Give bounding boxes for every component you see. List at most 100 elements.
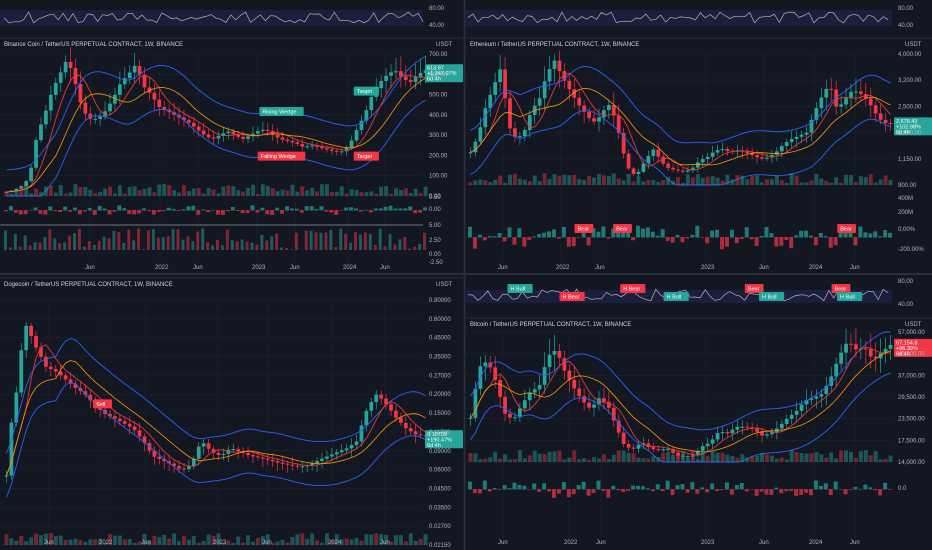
x-tick-1-0: Jun xyxy=(498,265,508,271)
price-tick-3-6: 14,000.00 xyxy=(898,460,925,466)
candle-body-1-81 xyxy=(868,98,873,106)
candle-body-1-54 xyxy=(735,150,740,152)
volume-bar-3-47 xyxy=(700,452,705,462)
candle-body-1-10 xyxy=(518,136,522,138)
volume-bar-2-76 xyxy=(379,534,384,545)
volume-bar-2-61 xyxy=(305,538,310,545)
candle-body-3-63 xyxy=(779,423,784,429)
osc-bar-3-68 xyxy=(804,489,808,493)
osc-bar-1-18 xyxy=(556,237,561,239)
osc-bar-1-80 xyxy=(863,232,868,238)
hist-bar-0-8 xyxy=(43,237,47,250)
candle-body-0-49 xyxy=(246,136,250,139)
annotation-label-0-2: Target xyxy=(357,89,373,95)
candle-body-1-35 xyxy=(641,163,646,172)
volume-bar-1-53 xyxy=(730,179,735,185)
candle-body-0-64 xyxy=(320,146,324,149)
osc-bar-0-70 xyxy=(349,207,354,211)
candle-body-1-29 xyxy=(611,105,616,116)
candle-body-0-9 xyxy=(48,94,53,111)
volume-bar-2-8 xyxy=(43,533,48,545)
volume-bar-2-3 xyxy=(19,535,24,545)
osc-bar-3-66 xyxy=(794,489,799,496)
volume-bar-1-82 xyxy=(873,182,878,185)
osc-bar-1-26 xyxy=(596,231,601,238)
volume-bar-1-58 xyxy=(755,175,760,185)
x-tick-3-1: 2022 xyxy=(564,540,578,546)
volume-bar-3-10 xyxy=(517,450,522,462)
annotation-box-3-1 xyxy=(559,292,585,301)
osc-bar-0-64 xyxy=(319,206,324,211)
candle-body-1-70 xyxy=(814,108,819,120)
candle-body-2-81 xyxy=(403,422,408,429)
hist-bar-0-7 xyxy=(38,242,42,250)
band-lower-2 xyxy=(6,382,426,498)
osc-bar-1-76 xyxy=(843,228,848,238)
candle-body-0-65 xyxy=(325,148,329,150)
volume-bar-2-11 xyxy=(58,535,63,545)
volume-bar-1-56 xyxy=(745,179,750,185)
candle-body-0-51 xyxy=(256,131,260,134)
volume-bar-3-31 xyxy=(621,450,626,462)
candle-body-3-14 xyxy=(537,384,542,390)
osc-bar-1-52 xyxy=(724,237,729,247)
candle-body-2-68 xyxy=(339,450,344,453)
osc-bar-3-77 xyxy=(848,489,853,490)
hist-bar-0-56 xyxy=(280,247,284,250)
osc-bar-1-61 xyxy=(769,233,774,238)
volume-bar-0-79 xyxy=(393,188,398,196)
candle-body-1-27 xyxy=(602,110,606,118)
hist-tick-0-0: 5.00 xyxy=(429,223,441,229)
price-tick-1-1: 3,200.00 xyxy=(898,78,922,84)
candle-body-3-41 xyxy=(671,449,675,453)
hist-bar-0-57 xyxy=(285,248,288,250)
volume-bar-2-49 xyxy=(246,535,251,545)
candle-body-1-25 xyxy=(592,118,596,122)
volume-bar-0-39 xyxy=(196,188,201,196)
volume-bar-3-69 xyxy=(809,453,814,462)
indicator-tick-0-0: 80.00 xyxy=(429,6,445,12)
osc-bar-1-77 xyxy=(848,231,853,238)
volume-bar-3-67 xyxy=(799,453,804,462)
ma-slow-3 xyxy=(470,350,891,453)
osc-bar-0-16 xyxy=(82,210,87,212)
volume-bar-2-82 xyxy=(408,533,413,545)
candle-body-2-54 xyxy=(270,459,275,462)
price-tick-0-5: 200.00 xyxy=(429,153,448,159)
osc-bar-1-69 xyxy=(808,235,813,238)
annotation-box-0-3 xyxy=(353,151,379,161)
price-tick-2-10: 0.04500 xyxy=(429,486,451,492)
osc-bar-1-48 xyxy=(705,237,710,244)
price-tick-2-0: 0.80000 xyxy=(429,298,451,304)
candle-body-3-76 xyxy=(844,343,848,353)
candle-body-0-26 xyxy=(132,65,137,73)
volume-bar-3-70 xyxy=(814,452,819,462)
candle-body-0-36 xyxy=(182,117,186,121)
volume-bar-1-61 xyxy=(769,179,774,185)
candle-body-1-31 xyxy=(621,132,626,154)
osc-bar-1-67 xyxy=(799,230,804,238)
volume-bar-3-15 xyxy=(542,454,547,462)
osc-bar-0-46 xyxy=(230,206,235,211)
hist-bar-0-46 xyxy=(230,240,234,250)
osc-bar-1-36 xyxy=(645,227,650,238)
hist-bar-0-52 xyxy=(260,235,264,250)
candle-body-2-15 xyxy=(78,387,83,392)
hist-bar-0-24 xyxy=(122,243,126,250)
osc-bar-3-3 xyxy=(482,480,487,490)
volume-bar-2-77 xyxy=(384,534,389,545)
volume-bar-0-0 xyxy=(4,191,9,196)
candle-body-2-21 xyxy=(108,413,112,417)
osc-bar-0-85 xyxy=(423,207,428,211)
osc-bar-3-32 xyxy=(626,489,631,491)
osc-bar-3-9 xyxy=(512,482,517,490)
annotation-label-3-4: Bear xyxy=(748,287,760,293)
candle-body-3-29 xyxy=(611,407,616,421)
volume-bar-2-36 xyxy=(181,535,186,545)
candle-body-3-32 xyxy=(626,444,631,448)
candle-body-2-3 xyxy=(19,350,24,393)
hist-bar-0-54 xyxy=(270,236,274,250)
volume-bar-3-41 xyxy=(671,455,676,462)
candle-body-2-57 xyxy=(285,463,290,465)
volume-bar-0-1 xyxy=(9,193,14,196)
